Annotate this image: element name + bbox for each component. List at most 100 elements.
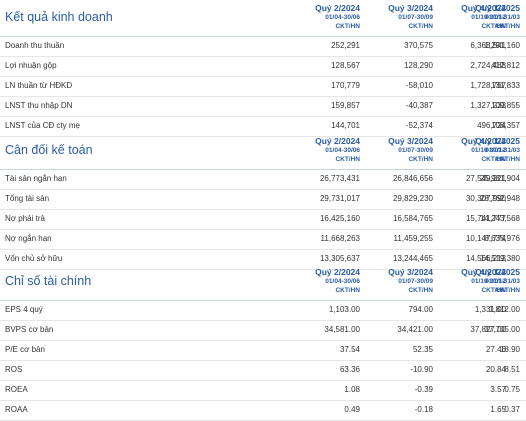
table-row: LNST của CĐ cty mẹ 144,701 -52,374 496,724 1… xyxy=(0,117,526,137)
row-value: 370,575 xyxy=(404,41,433,50)
column-quarter: Quý 1/2025 xyxy=(475,3,520,13)
column-period: 01/04-30/06 xyxy=(325,147,360,154)
section-income-statement: Kết quả kinh doanh Quý 2/2024 01/04-30/0… xyxy=(0,0,526,137)
table-row: ROAA 0.49 -0.18 1.65 0.37 xyxy=(0,401,526,421)
row-value: 0.49 xyxy=(344,405,360,414)
row-value: 131,833 xyxy=(491,81,520,90)
row-value: 30,307,990 xyxy=(465,194,506,203)
row-value: 18.90 xyxy=(499,345,520,354)
column-header: Quý 3/2024 01/07-30/09 CKT/HN xyxy=(361,137,433,164)
row-value: 128,567 xyxy=(331,61,360,70)
row-value: 16,425,160 xyxy=(319,214,360,223)
table-row: P/E cơ bản 37.54 52.35 27.46 18.90 xyxy=(0,341,526,361)
row-value: 128,290 xyxy=(404,61,433,70)
section-financial-ratios: Chỉ số tài chính Quý 2/2024 01/04-30/06 … xyxy=(0,264,526,421)
row-value: 20.84 xyxy=(485,365,506,374)
row-label: ROAA xyxy=(5,405,28,414)
column-quarter: Quý 4/2024 xyxy=(461,3,506,13)
row-value: 1,291,160 xyxy=(484,41,520,50)
column-quarter: Quý 2/2024 xyxy=(315,136,360,146)
table-row: ROS 63.36 -10.90 20.84 8.51 xyxy=(0,361,526,381)
column-unit: CKT/HN xyxy=(408,287,433,294)
row-value: 16,584,765 xyxy=(392,214,433,223)
row-value: 37.54 xyxy=(339,345,360,354)
section-balance-sheet: Cân đối kế toán Quý 2/2024 01/04-30/06 C… xyxy=(0,133,526,270)
column-header: Quý 4/2024 01/10-31/12 CKT/HN xyxy=(434,268,506,295)
row-value: 13,244,465 xyxy=(392,254,433,263)
row-value: 29,829,230 xyxy=(392,194,433,203)
column-unit: CKT/HN xyxy=(335,156,360,163)
row-value: 11,668,263 xyxy=(320,234,360,243)
row-label: ROS xyxy=(5,365,23,374)
row-label: Nợ ngắn hạn xyxy=(5,234,52,243)
section-header: Chỉ số tài chính Quý 2/2024 01/04-30/06 … xyxy=(0,264,526,301)
row-value: 34,421.00 xyxy=(397,325,433,334)
column-period: 01/04-30/06 xyxy=(325,14,360,21)
row-value: 26,846,656 xyxy=(392,174,433,183)
row-value: -40,387 xyxy=(405,101,433,110)
row-value: 27,549,221 xyxy=(465,174,506,183)
table-row: Nợ phải trả 16,425,160 16,584,765 15,741,77… xyxy=(0,210,526,230)
row-value: 29,731,017 xyxy=(319,194,360,203)
row-value: 14,243,568 xyxy=(479,214,520,223)
row-label: LNST thu nhập DN xyxy=(5,101,73,110)
column-unit: CKT/HN xyxy=(495,156,520,163)
column-unit: CKT/HN xyxy=(335,23,360,30)
section-title: Cân đối kế toán xyxy=(5,143,93,157)
column-unit: CKT/HN xyxy=(408,156,433,163)
row-value: 26,773,431 xyxy=(319,174,360,183)
row-value: -0.18 xyxy=(414,405,433,414)
section-rows: Doanh thu thuần 252,291 370,575 6,368,541 1,… xyxy=(0,37,526,137)
row-label: Tài sản ngắn hạn xyxy=(5,174,67,183)
row-value: -0.39 xyxy=(414,385,433,394)
row-value: 34,581.00 xyxy=(324,325,360,334)
section-title: Kết quả kinh doanh xyxy=(5,10,113,24)
table-row: LN thuần từ HĐKD 170,779 -58,010 1,728,767 1… xyxy=(0,77,526,97)
section-header: Kết quả kinh doanh Quý 2/2024 01/04-30/0… xyxy=(0,0,526,37)
row-value: 13,305,637 xyxy=(319,254,360,263)
table-row: Tài sản ngắn hạn 26,773,431 26,846,656 27,5… xyxy=(0,170,526,190)
column-quarter: Quý 3/2024 xyxy=(388,267,433,277)
row-value: 170,779 xyxy=(331,81,360,90)
row-value: 52.35 xyxy=(412,345,433,354)
column-quarter: Quý 2/2024 xyxy=(315,3,360,13)
section-title: Chỉ số tài chính xyxy=(5,274,92,288)
row-label: LNST của CĐ cty mẹ xyxy=(5,121,80,130)
table-row: Nợ ngắn hạn 11,668,263 11,459,255 10,147,77… xyxy=(0,230,526,250)
row-value: 28,762,948 xyxy=(479,194,520,203)
row-value: 14,519,380 xyxy=(479,254,520,263)
column-quarter: Quý 1/2025 xyxy=(475,136,520,146)
row-value: 496,724 xyxy=(477,121,506,130)
row-value: 1,327,233 xyxy=(470,101,506,110)
column-header: Quý 2/2024 01/04-30/06 CKT/HN xyxy=(288,268,360,295)
row-value: 412,812 xyxy=(491,61,520,70)
row-value: 0.37 xyxy=(504,405,520,414)
column-quarter: Quý 1/2025 xyxy=(475,267,520,277)
column-period: 01/01-31/03 xyxy=(485,14,520,21)
column-period: 01/07-30/09 xyxy=(398,278,433,285)
column-header: Quý 1/2025 01/01-31/03 CKT/HN xyxy=(448,137,520,164)
row-value: 6,368,541 xyxy=(470,41,506,50)
column-header: Quý 1/2025 01/01-31/03 CKT/HN xyxy=(448,268,520,295)
column-header: Quý 3/2024 01/07-30/09 CKT/HN xyxy=(361,268,433,295)
section-rows: EPS 4 quý 1,103.00 794.00 1,331.00 1,812.00 B… xyxy=(0,301,526,421)
column-header: Quý 4/2024 01/10-31/12 CKT/HN xyxy=(434,4,506,31)
row-value: 8,635,976 xyxy=(484,234,520,243)
row-value: 27.46 xyxy=(485,345,506,354)
table-row: Tổng tài sản 29,731,017 29,829,230 30,307,9… xyxy=(0,190,526,210)
column-period: 01/04-30/06 xyxy=(325,278,360,285)
column-unit: CKT/HN xyxy=(495,287,520,294)
column-period: 01/01-31/03 xyxy=(485,278,520,285)
column-period: 01/10-31/12 xyxy=(471,14,506,21)
table-row: BVPS cơ bản 34,581.00 34,421.00 37,827.00 37… xyxy=(0,321,526,341)
column-unit: CKT/HN xyxy=(495,23,520,30)
column-unit: CKT/HN xyxy=(481,156,506,163)
column-unit: CKT/HN xyxy=(408,23,433,30)
row-value: -58,010 xyxy=(405,81,433,90)
table-row: EPS 4 quý 1,103.00 794.00 1,331.00 1,812.00 xyxy=(0,301,526,321)
row-label: Lợi nhuận gộp xyxy=(5,61,57,70)
column-period: 01/01-31/03 xyxy=(485,147,520,154)
row-label: ROEA xyxy=(5,385,28,394)
column-quarter: Quý 2/2024 xyxy=(315,267,360,277)
row-value: 11,459,255 xyxy=(393,234,433,243)
